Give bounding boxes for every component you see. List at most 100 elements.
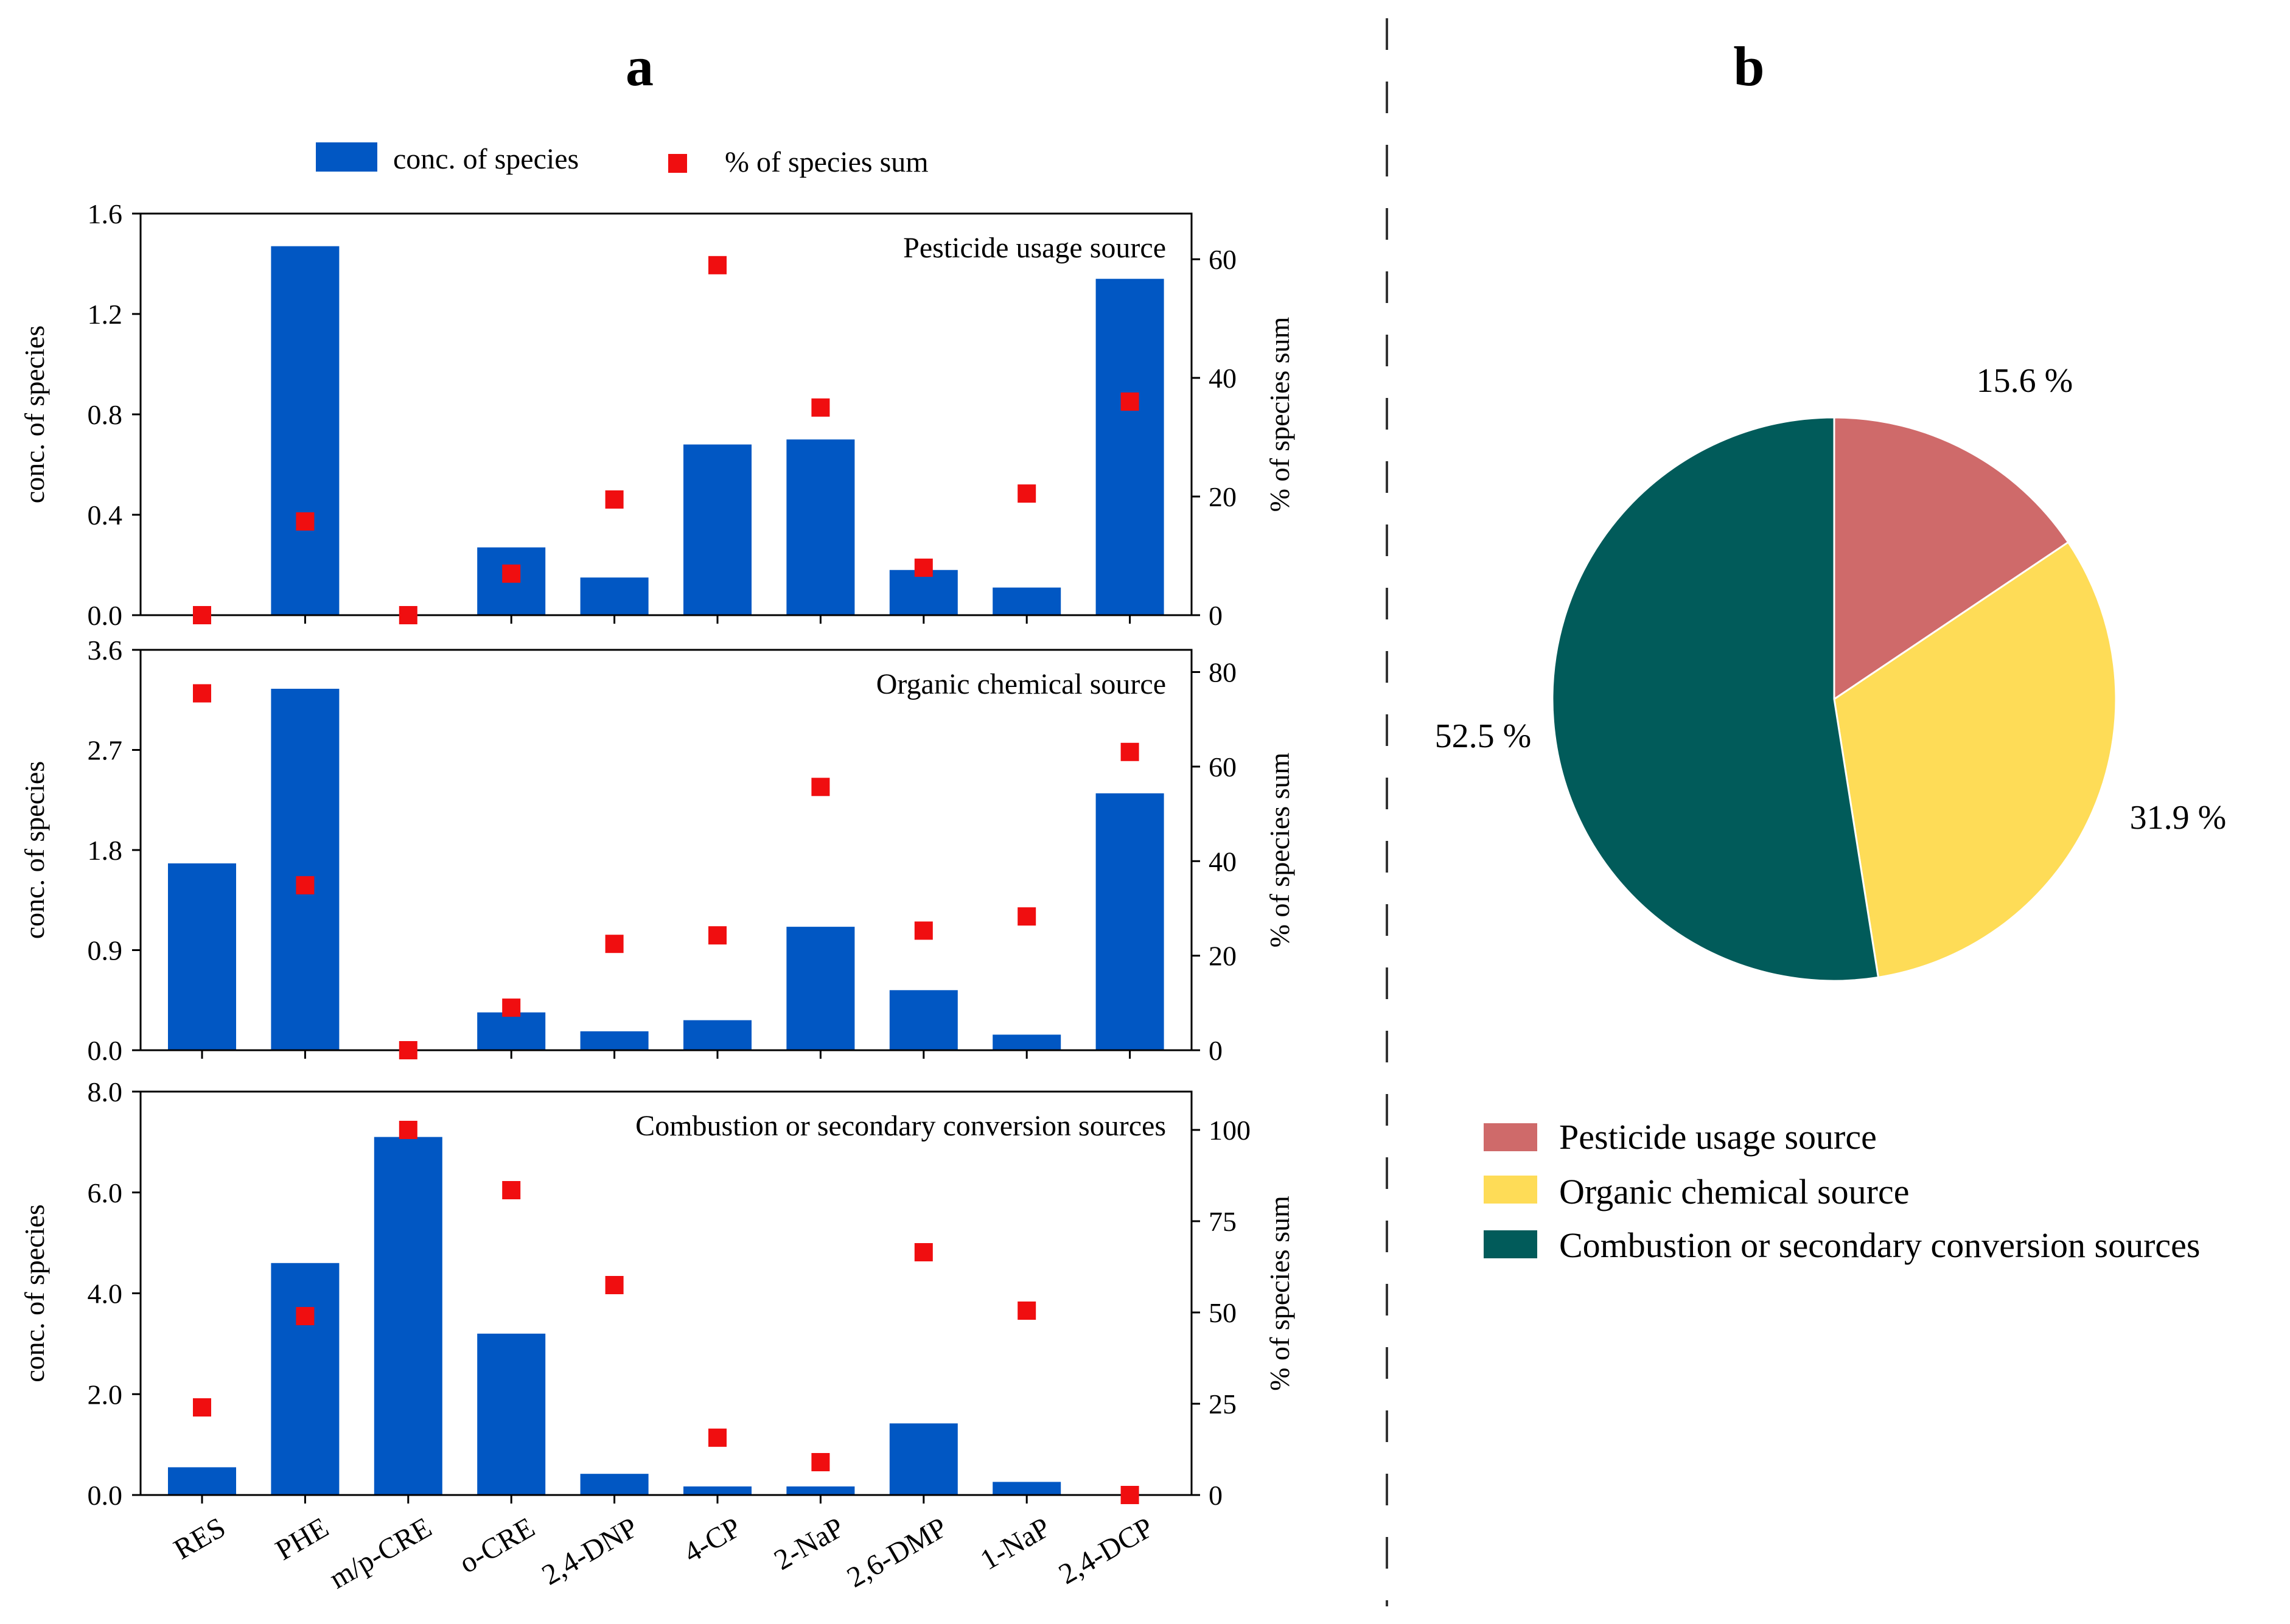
marker-phe xyxy=(296,512,315,531)
marker-m-p-cre xyxy=(399,1041,417,1059)
y2-tick-label: 40 xyxy=(1209,363,1237,394)
y-tick-label: 0.0 xyxy=(88,600,123,631)
bar-4-cp xyxy=(683,1020,752,1050)
pie-legend-swatch-combustion xyxy=(1484,1230,1537,1258)
bar-2-4-dnp xyxy=(580,1031,649,1050)
pie-legend-label-combustion: Combustion or secondary conversion sourc… xyxy=(1559,1225,2200,1265)
bar-o-cre xyxy=(477,1333,546,1495)
y-tick-label: 3.6 xyxy=(88,635,123,666)
y2-tick-label: 60 xyxy=(1209,751,1237,782)
bar-2-4-dcp xyxy=(1095,793,1164,1050)
y-tick-label: 0.9 xyxy=(88,935,123,966)
y2-tick-label: 60 xyxy=(1209,244,1237,275)
pie-legend-swatch-organic xyxy=(1484,1176,1537,1204)
bar-1-nap xyxy=(993,587,1061,615)
pie-value-label-organic: 31.9 % xyxy=(2130,799,2227,837)
legend-marker-label: % of species sum xyxy=(725,146,929,178)
marker-2-nap xyxy=(811,398,830,417)
bar-1-nap xyxy=(993,1034,1061,1050)
marker-2-6-dmp xyxy=(914,1243,933,1261)
y2-tick-label: 25 xyxy=(1209,1389,1237,1420)
marker-2-6-dmp xyxy=(914,921,933,940)
y2-tick-label: 0 xyxy=(1209,600,1223,631)
y-tick-label: 1.6 xyxy=(88,198,123,229)
bar-2-nap xyxy=(786,927,855,1050)
y2-tick-label: 100 xyxy=(1209,1115,1251,1146)
chart-combustion: 0.0 2.0 4.0 6.0 8.0 0 25 50 75 100 conc. of specie… xyxy=(19,1076,1295,1511)
marker-4-cp xyxy=(708,1428,727,1447)
bar-4-cp xyxy=(683,1486,752,1495)
marker-1-nap xyxy=(1018,907,1036,926)
marker-2-4-dcp xyxy=(1120,392,1139,411)
panel-b-label: b xyxy=(1733,35,1764,97)
bar-chart-legend: conc. of species % of species sum xyxy=(316,142,929,178)
y2-tick-label: 20 xyxy=(1209,941,1237,972)
bar-res xyxy=(168,863,236,1050)
y2-tick-label: 80 xyxy=(1209,657,1237,688)
marker-2-4-dnp xyxy=(605,935,624,953)
bar-2-nap xyxy=(786,439,855,615)
panel-a-label: a xyxy=(626,35,654,97)
bar-4-cp xyxy=(683,444,752,615)
marker-m-p-cre xyxy=(399,606,417,624)
pie-value-labels: 15.6 % 31.9 % 52.5 % xyxy=(1435,362,2227,837)
marker-1-nap xyxy=(1018,1302,1036,1320)
y-axis-title: conc. of species xyxy=(19,1204,50,1382)
panel-a: a conc. of species % of species sum 0.0 0… xyxy=(19,35,1295,1595)
y2-axis-title: % of species sum xyxy=(1264,752,1295,947)
marker-2-4-dnp xyxy=(605,1276,624,1294)
y2-tick-label: 40 xyxy=(1209,846,1237,877)
pie-value-label-combustion: 52.5 % xyxy=(1435,717,1532,755)
category-label-phe: PHE xyxy=(270,1511,334,1567)
bar-phe xyxy=(271,688,340,1050)
chart-organic-chemical: 0.0 0.9 1.8 2.7 3.6 0 20 40 60 80 conc. of species… xyxy=(19,635,1295,1066)
category-label-2-6-dmp: 2,6-DMP xyxy=(842,1511,952,1594)
panel-b: b 15.6 % 31.9 % 52.5 % Pesticide usage s… xyxy=(1435,35,2227,1265)
marker-res xyxy=(193,684,211,703)
bar-2-6-dmp xyxy=(889,1423,958,1495)
marker-phe xyxy=(296,1307,315,1325)
y-tick-label: 4.0 xyxy=(88,1278,123,1309)
pie-legend-label-pesticide: Pesticide usage source xyxy=(1559,1117,1877,1157)
y-axis-title: conc. of species xyxy=(19,761,50,939)
y2-tick-label: 20 xyxy=(1209,481,1237,512)
y-tick-label: 2.0 xyxy=(88,1379,123,1410)
pie-legend-label-organic: Organic chemical source xyxy=(1559,1172,1909,1211)
marker-m-p-cre xyxy=(399,1121,417,1139)
category-label-2-4-dcp: 2,4-DCP xyxy=(1053,1511,1159,1591)
pie-legend-swatch-pesticide xyxy=(1484,1123,1537,1151)
category-label-2-nap: 2-NaP xyxy=(769,1511,850,1577)
chart-pesticide-usage: 0.0 0.4 0.8 1.2 1.6 0 20 40 60 conc. of species % … xyxy=(19,198,1295,631)
pie-slice-organic-chemical-source xyxy=(1833,541,2117,979)
bar-2-6-dmp xyxy=(889,570,958,615)
bar-2-4-dnp xyxy=(580,577,649,615)
y-tick-label: 0.0 xyxy=(88,1035,123,1066)
chart-title: Pesticide usage source xyxy=(903,232,1166,264)
marker-o-cre xyxy=(502,998,521,1017)
chart-title: Combustion or secondary conversion sourc… xyxy=(635,1110,1166,1142)
category-label-2-4-dnp: 2,4-DNP xyxy=(537,1511,643,1592)
bar-res xyxy=(168,1467,236,1495)
category-label-res: RES xyxy=(169,1511,231,1566)
y2-tick-label: 50 xyxy=(1209,1297,1237,1328)
marker-4-cp xyxy=(708,926,727,945)
y-tick-label: 6.0 xyxy=(88,1177,123,1208)
y2-axis-title: % of species sum xyxy=(1264,316,1295,512)
bar-2-4-dnp xyxy=(580,1474,649,1495)
y-tick-label: 1.2 xyxy=(88,299,123,330)
y-tick-label: 1.8 xyxy=(88,835,123,866)
pie-slice-combustion-or-secondary-conversion-sources xyxy=(1551,416,1880,982)
bar-phe xyxy=(271,246,340,615)
marker-4-cp xyxy=(708,256,727,274)
marker-2-6-dmp xyxy=(914,559,933,577)
marker-res xyxy=(193,1398,211,1417)
legend-marker-swatch xyxy=(668,154,687,173)
y-tick-label: 0.0 xyxy=(88,1480,123,1511)
marker-o-cre xyxy=(502,564,521,583)
bar-phe xyxy=(271,1263,340,1495)
y2-tick-label: 0 xyxy=(1209,1480,1223,1511)
y-tick-label: 0.8 xyxy=(88,399,123,430)
y-tick-label: 8.0 xyxy=(88,1076,123,1107)
